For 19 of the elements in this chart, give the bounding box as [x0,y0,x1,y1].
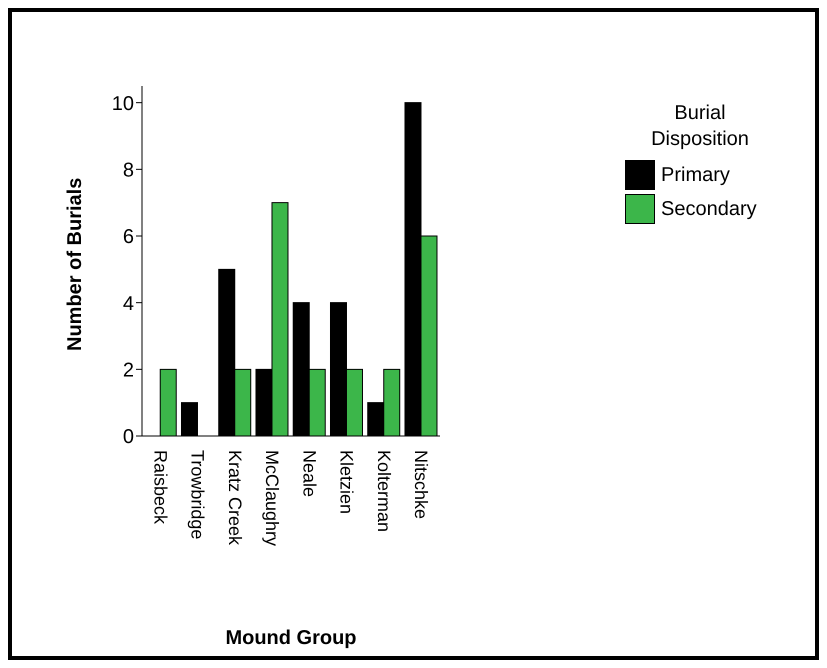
legend-title: Burial Disposition [650,101,750,152]
x-tick-label: Trowbridge [188,450,208,540]
x-tick-label: Kolterman [374,450,394,532]
y-tick-label: 2 [122,359,134,382]
x-axis-title: Mound Group [225,627,357,649]
x-tick-label: Raisbeck [150,450,170,526]
x-tick-label: Kratz Creek [224,450,245,546]
y-axis-title: Number of Burials [64,178,86,351]
x-tick-label: Neale [299,450,320,498]
y-tick-label: 10 [112,92,134,115]
legend-label: Secondary [661,198,757,220]
y-tick-label: 8 [122,159,134,182]
legend-label: Primary [661,164,730,186]
x-tick-label: Nitschke [411,450,432,520]
y-tick-label: 0 [122,426,134,448]
y-tick-label: 4 [122,292,134,315]
x-tick-label: Kletzien [336,450,357,514]
y-tick-label: 6 [122,226,134,248]
x-tick-label: McClaughry [262,450,282,546]
